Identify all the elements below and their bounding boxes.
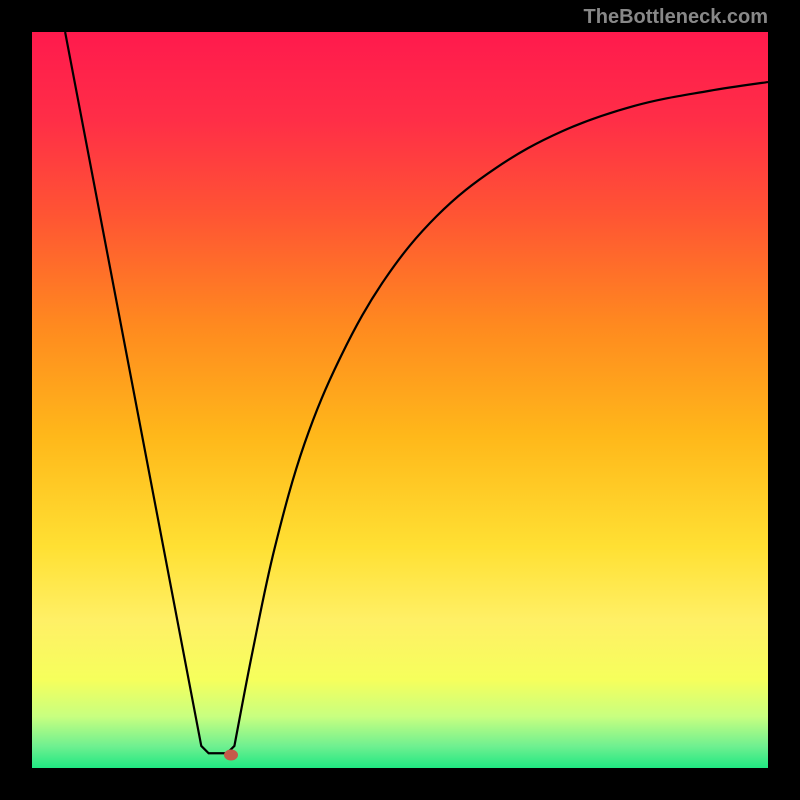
plot-background xyxy=(32,32,768,768)
attribution-text: TheBottleneck.com xyxy=(584,6,768,29)
optimum-marker xyxy=(224,749,238,760)
plot-area xyxy=(32,32,768,768)
